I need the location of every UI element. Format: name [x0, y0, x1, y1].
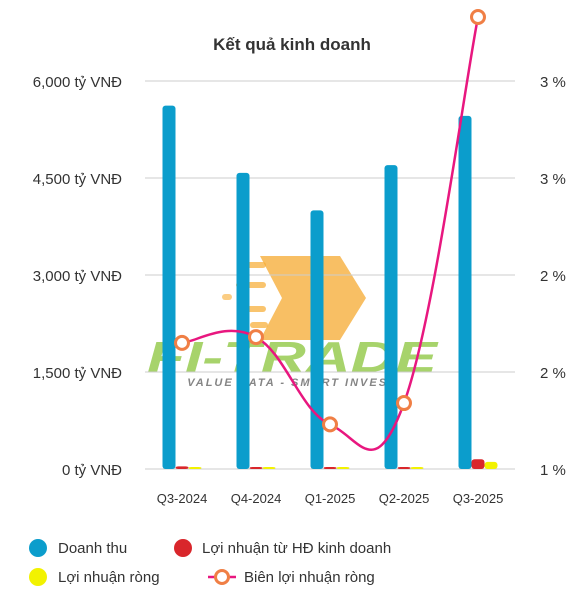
bar-revenue — [310, 210, 324, 470]
y-right-tick-label: 1 % — [540, 462, 566, 479]
x-tick-label: Q3-2024 — [157, 491, 208, 506]
legend-swatch-operating-profit — [174, 539, 192, 557]
x-tick-label: Q3-2025 — [453, 491, 504, 506]
bar-revenue — [162, 105, 176, 469]
net-margin-point — [174, 334, 190, 351]
y-left-tick-label: 0 tỷ VNĐ — [62, 462, 122, 479]
bar-net-profit — [484, 461, 498, 469]
net-margin-point — [396, 395, 412, 412]
y-axis-left-labels: 0 tỷ VNĐ 1,500 tỷ VNĐ 3,000 tỷ VNĐ 4,500 tỷ… — [33, 74, 122, 479]
bar-revenue — [236, 172, 250, 469]
net-margin-point — [248, 329, 264, 346]
legend-item-net-margin[interactable]: Biên lợi nhuận ròng — [208, 569, 375, 586]
net-margin-point — [470, 8, 486, 25]
x-tick-label: Q4-2024 — [231, 491, 282, 506]
y-left-tick-label: 4,500 tỷ VNĐ — [33, 171, 122, 188]
bar-net-profit — [262, 467, 276, 469]
y-right-tick-label: 2 % — [540, 365, 566, 382]
x-tick-label: Q1-2025 — [305, 491, 356, 506]
y-left-tick-label: 1,500 tỷ VNĐ — [33, 365, 122, 382]
legend-swatch-net-margin-marker — [214, 569, 230, 585]
bar-revenue — [458, 115, 472, 470]
bar-net-profit — [410, 467, 424, 469]
legend-item-revenue[interactable]: Doanh thu — [29, 539, 127, 557]
bar-net-profit — [336, 467, 350, 469]
bar-net-profit — [188, 467, 202, 469]
legend-swatch-revenue — [29, 539, 47, 557]
bar-operating-profit — [323, 467, 337, 469]
bar-revenue — [384, 165, 398, 470]
chart-title: Kết quả kinh doanh — [213, 35, 371, 54]
y-left-tick-label: 3,000 tỷ VNĐ — [33, 268, 122, 285]
bar-operating-profit — [471, 459, 485, 469]
y-right-tick-label: 2 % — [540, 268, 566, 285]
y-axis-right-labels: 1 % 2 % 2 % 3 % 3 % — [540, 74, 566, 479]
bars — [162, 105, 498, 470]
y-left-tick-label: 6,000 tỷ VNĐ — [33, 74, 122, 91]
legend-item-net-profit[interactable]: Lợi nhuận ròng — [29, 568, 160, 586]
y-right-tick-label: 3 % — [540, 171, 566, 188]
bar-operating-profit — [249, 467, 263, 469]
legend-label-net-profit: Lợi nhuận ròng — [58, 569, 160, 586]
legend-label-revenue: Doanh thu — [58, 540, 127, 557]
x-axis-labels: Q3-2024 Q4-2024 Q1-2025 Q2-2025 Q3-2025 — [157, 491, 504, 506]
bar-operating-profit — [175, 466, 189, 469]
bar-operating-profit — [397, 467, 411, 469]
legend-swatch-net-profit — [29, 568, 47, 586]
gridlines — [145, 80, 515, 470]
margin-line — [174, 8, 486, 451]
x-tick-label: Q2-2025 — [379, 491, 430, 506]
legend-item-operating-profit[interactable]: Lợi nhuận từ HĐ kinh doanh — [174, 539, 391, 557]
net-margin-point — [322, 416, 338, 433]
legend: Doanh thu Lợi nhuận từ HĐ kinh doanh Lợi… — [29, 539, 391, 586]
legend-label-net-margin: Biên lợi nhuận ròng — [244, 569, 375, 586]
legend-label-operating-profit: Lợi nhuận từ HĐ kinh doanh — [202, 540, 391, 557]
y-right-tick-label: 3 % — [540, 74, 566, 91]
